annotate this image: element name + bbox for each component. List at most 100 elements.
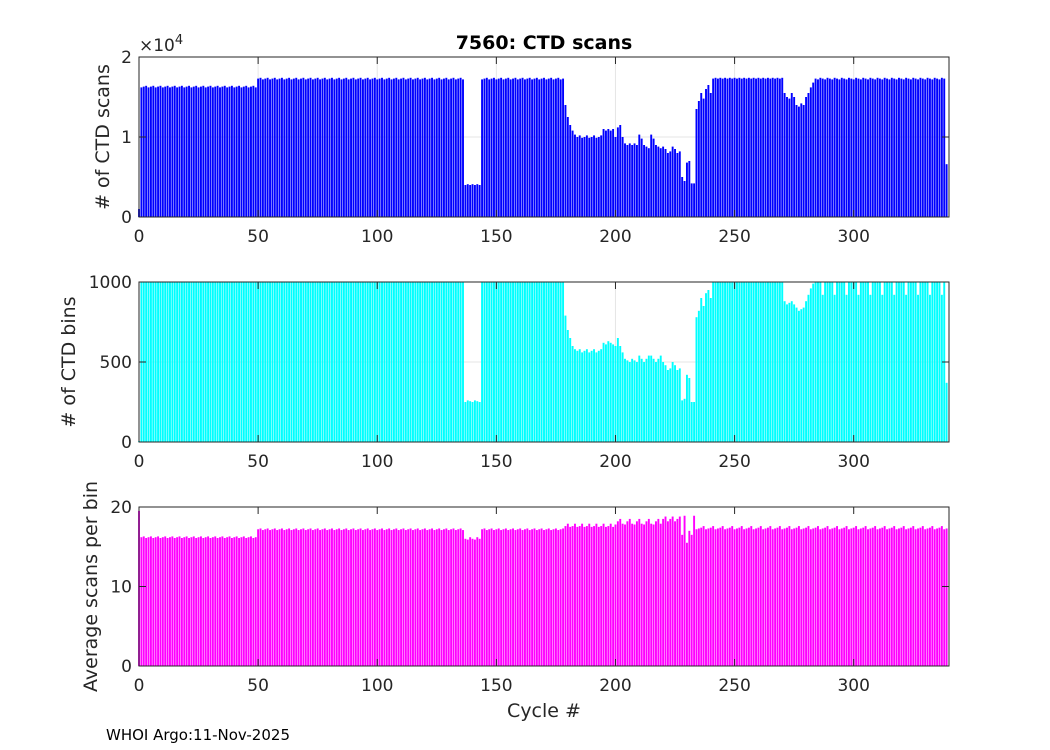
bar-cycle-14 bbox=[171, 536, 174, 666]
bar-cycle-225 bbox=[674, 149, 676, 217]
bar-cycle-248 bbox=[728, 282, 731, 442]
bar-cycle-104 bbox=[385, 529, 388, 666]
bar-cycle-22 bbox=[190, 87, 193, 218]
bar-cycle-143 bbox=[478, 538, 481, 666]
bar-cycle-143 bbox=[478, 185, 481, 217]
bar-cycle-241 bbox=[712, 282, 715, 442]
bar-cycle-33 bbox=[216, 282, 219, 442]
bar-cycle-165 bbox=[531, 529, 534, 666]
bar-cycle-195 bbox=[602, 342, 605, 442]
bar-cycle-308 bbox=[871, 282, 874, 442]
bar-cycle-230 bbox=[685, 542, 688, 666]
bar-cycle-219 bbox=[659, 148, 662, 217]
bar-cycle-325 bbox=[912, 526, 915, 666]
bar-cycle-223 bbox=[669, 368, 672, 442]
bar-cycle-158 bbox=[514, 77, 517, 217]
bar-cycle-293 bbox=[836, 78, 838, 217]
bar-cycle-187 bbox=[583, 137, 586, 217]
bar-cycle-244 bbox=[719, 527, 722, 666]
bar-cycle-318 bbox=[895, 529, 898, 666]
bar-cycle-188 bbox=[585, 349, 588, 442]
bar-cycle-281 bbox=[807, 294, 810, 442]
bar-cycle-43 bbox=[240, 537, 243, 666]
bar-cycle-177 bbox=[559, 282, 562, 442]
bar-cycle-125 bbox=[435, 529, 438, 666]
bar-cycle-319 bbox=[898, 282, 900, 442]
bar-cycle-181 bbox=[569, 526, 572, 667]
bar-cycle-290 bbox=[828, 78, 831, 217]
bar-cycle-40 bbox=[233, 87, 236, 218]
bar-cycle-259 bbox=[755, 78, 757, 217]
bar-cycle-225 bbox=[674, 365, 676, 442]
bar-cycle-14 bbox=[171, 86, 174, 217]
bar-cycle-93 bbox=[359, 77, 362, 217]
bar-cycle-292 bbox=[833, 77, 836, 217]
bar-cycle-272 bbox=[786, 304, 788, 442]
bar-cycle-196 bbox=[604, 344, 607, 442]
bar-cycle-130 bbox=[447, 79, 450, 218]
bar-cycle-231 bbox=[688, 530, 691, 666]
bar-cycle-189 bbox=[588, 523, 591, 666]
bar-cycle-249 bbox=[731, 78, 734, 217]
bar-cycle-281 bbox=[807, 93, 810, 217]
bar-cycle-88 bbox=[347, 79, 350, 218]
bar-cycle-53 bbox=[264, 529, 267, 666]
bar-cycle-273 bbox=[788, 526, 791, 666]
bar-cycle-127 bbox=[440, 530, 443, 666]
bar-cycle-131 bbox=[450, 282, 453, 442]
bar-cycle-97 bbox=[369, 282, 372, 442]
bar-cycle-151 bbox=[497, 528, 500, 666]
bar-cycle-3 bbox=[145, 85, 148, 217]
bar-cycle-283 bbox=[812, 283, 815, 442]
bar-cycle-266 bbox=[771, 529, 774, 666]
bar-cycle-304 bbox=[862, 282, 865, 442]
bar-cycle-105 bbox=[388, 77, 391, 217]
bar-cycle-180 bbox=[566, 523, 569, 666]
bar-cycle-172 bbox=[547, 282, 550, 442]
bar-cycle-142 bbox=[476, 401, 479, 442]
bar-cycle-274 bbox=[790, 529, 793, 666]
bar-cycle-73 bbox=[311, 79, 314, 218]
bar-cycle-33 bbox=[216, 85, 219, 217]
bar-cycle-32 bbox=[214, 282, 217, 442]
bar-cycle-262 bbox=[762, 529, 765, 666]
x-tick-label: 0 bbox=[134, 676, 145, 696]
bar-cycle-3 bbox=[145, 538, 148, 666]
bar-cycle-264 bbox=[766, 282, 769, 442]
bar-cycle-116 bbox=[414, 78, 417, 217]
bar-cycle-176 bbox=[557, 530, 560, 666]
bar-cycle-137 bbox=[464, 185, 467, 217]
bar-cycle-40 bbox=[233, 282, 236, 442]
bar-cycle-6 bbox=[152, 538, 155, 666]
bar-cycle-192 bbox=[595, 137, 598, 217]
bar-cycle-207 bbox=[631, 358, 634, 442]
bar-cycle-152 bbox=[500, 77, 503, 217]
bar-cycle-68 bbox=[300, 78, 302, 217]
bar-cycle-252 bbox=[738, 77, 741, 217]
bar-cycle-201 bbox=[616, 127, 619, 217]
bar-cycle-311 bbox=[878, 528, 881, 666]
bar-cycle-242 bbox=[714, 77, 717, 217]
bar-cycle-31 bbox=[211, 537, 214, 666]
bar-cycle-233 bbox=[693, 515, 696, 666]
bar-cycle-309 bbox=[874, 526, 877, 666]
bar-cycle-332 bbox=[928, 527, 931, 666]
bar-cycle-119 bbox=[421, 78, 424, 217]
bar-cycle-334 bbox=[933, 529, 936, 666]
bar-cycle-26 bbox=[199, 282, 202, 442]
bar-cycle-251 bbox=[736, 528, 738, 666]
bar-cycle-52 bbox=[261, 530, 264, 666]
bar-cycle-61 bbox=[283, 282, 286, 442]
bar-cycle-250 bbox=[733, 77, 736, 217]
bar-cycle-5 bbox=[149, 282, 152, 442]
bar-cycle-29 bbox=[207, 86, 210, 217]
bar-cycle-51 bbox=[259, 528, 262, 666]
bar-cycle-221 bbox=[664, 149, 667, 217]
bar-cycle-96 bbox=[366, 282, 369, 442]
bar-cycle-126 bbox=[438, 528, 441, 666]
bar-cycle-307 bbox=[869, 528, 872, 666]
bar-cycle-186 bbox=[581, 137, 584, 217]
bar-cycle-124 bbox=[433, 530, 436, 666]
bar-cycle-8 bbox=[157, 86, 160, 217]
bar-cycle-229 bbox=[683, 398, 686, 442]
